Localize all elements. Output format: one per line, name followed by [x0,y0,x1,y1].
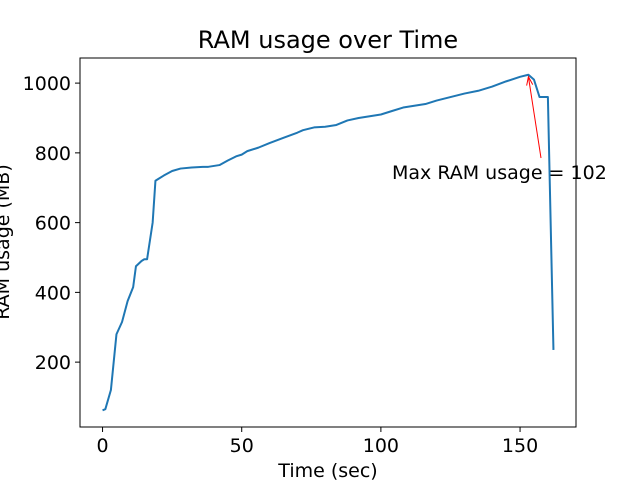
y-axis-label: RAM usage (MB) [0,164,14,320]
y-tick-label: 400 [35,282,71,304]
x-tick-label: 100 [363,435,399,457]
annotation-arrowhead [526,75,534,86]
annotation-arrow [527,76,542,159]
x-axis-label: Time (sec) [277,460,377,480]
y-tick-label: 800 [35,143,71,165]
x-tick-label: 0 [96,435,108,457]
plot-frame [79,57,577,428]
x-tick-label: 50 [230,435,254,457]
annotation-text: Max RAM usage = 102 [392,162,607,184]
chart-title: RAM usage over Time [198,26,458,54]
y-tick-label: 600 [35,213,71,235]
x-tick-label: 150 [502,435,538,457]
y-tick-label: 200 [35,352,71,374]
data-line [102,73,555,412]
y-tick-label: 1000 [23,73,71,95]
